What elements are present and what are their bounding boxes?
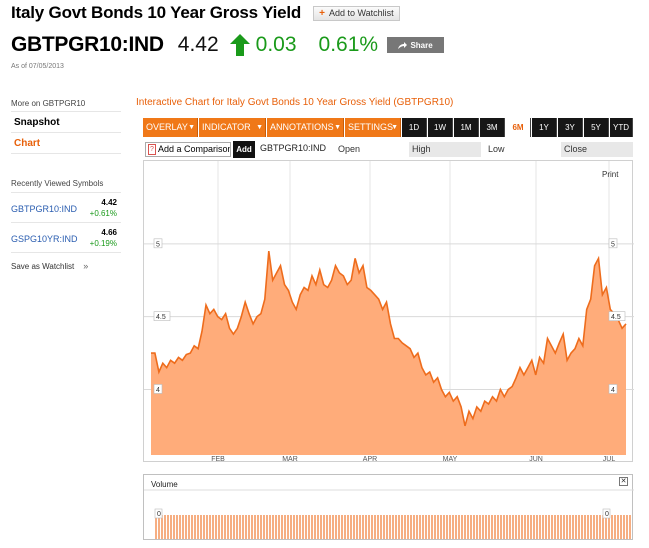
double-chevron-right-icon: » — [83, 261, 89, 271]
range-1w-button[interactable]: 1W — [428, 118, 453, 137]
y-tick-box — [608, 238, 618, 249]
quote-symbol: GBTPGR10:IND — [11, 33, 164, 56]
share-icon — [398, 41, 408, 49]
sidebar-item-snapshot[interactable]: Snapshot — [11, 111, 121, 132]
quote-row: GBTPGR10:IND 4.42 0.03 0.61% Share — [11, 32, 445, 58]
recent-symbol-change: +0.61% — [89, 209, 117, 218]
overlay-menu[interactable]: OVERLAY ▼ — [143, 118, 198, 137]
share-button[interactable]: Share — [387, 37, 445, 53]
ohlc-close: Close — [561, 142, 633, 157]
compare-input[interactable]: ? Add a Comparison — [145, 142, 231, 157]
title-row: Italy Govt Bonds 10 Year Gross Yield + Ad… — [11, 2, 400, 24]
recent-symbol-link[interactable]: GSPG10YR:IND — [11, 234, 78, 244]
settings-menu[interactable]: SETTINGS ▼ — [345, 118, 401, 137]
settings-menu-label: SETTINGS — [348, 122, 394, 132]
y-tick-box — [153, 384, 163, 394]
price-chart[interactable]: 4 4 4.5 4.5 5 5 FEB MAR APR MAY JUN JUL — [144, 161, 634, 463]
ohlc-open: Open — [338, 144, 361, 154]
range-3m-button[interactable]: 3M — [480, 118, 505, 137]
volume-tick-label: 0 — [157, 511, 161, 518]
ohlc-symbol: GBTPGR10:IND — [260, 143, 327, 153]
dropdown-triangle-icon: ▼ — [188, 124, 195, 131]
range-6m-button[interactable]: 6M — [506, 118, 531, 137]
y-tick-label: 4.5 — [156, 314, 166, 321]
range-5y-button[interactable]: 5Y — [584, 118, 609, 137]
range-1y-button[interactable]: 1Y — [532, 118, 557, 137]
range-ytd-button[interactable]: YTD — [610, 118, 633, 137]
print-link[interactable]: Print — [602, 170, 619, 179]
annotations-menu-label: ANNOTATIONS — [270, 122, 334, 132]
y-tick-label: 4.5 — [611, 314, 621, 321]
share-label: Share — [410, 40, 433, 50]
volume-label: Volume — [151, 480, 178, 489]
recent-symbol-price: 4.66 — [101, 228, 117, 237]
chart-toolbar: OVERLAY ▼ INDICATOR ▼ ANNOTATIONS ▼ SETTING… — [143, 118, 633, 137]
ohlc-row: ? Add a Comparison Add GBTPGR10:IND Open … — [143, 141, 633, 158]
recent-symbol-price: 4.42 — [101, 198, 117, 207]
ohlc-high: High — [409, 142, 481, 157]
recent-symbol-row[interactable]: GSPG10YR:IND 4.66 +0.19% — [11, 223, 121, 253]
as-of-date: As of 07/05/2013 — [11, 63, 64, 70]
sidebar-divider — [11, 153, 121, 154]
ohlc-low: Low — [488, 144, 505, 154]
save-as-watchlist-link[interactable]: Save as Watchlist » — [11, 261, 121, 271]
quote-change: 0.03 — [255, 33, 297, 56]
quote-price: 4.42 — [177, 33, 219, 56]
x-tick-label: MAY — [443, 456, 458, 463]
sidebar-item-chart[interactable]: Chart — [11, 132, 121, 153]
overlay-menu-label: OVERLAY — [146, 122, 188, 132]
dropdown-triangle-icon: ▼ — [334, 124, 341, 131]
y-tick-box — [153, 238, 163, 249]
y-tick-label: 4 — [611, 387, 615, 394]
up-arrow-icon — [229, 34, 250, 56]
dropdown-triangle-icon: ▼ — [391, 124, 398, 131]
recent-symbol-change: +0.19% — [89, 239, 117, 248]
plus-icon: + — [319, 7, 325, 19]
volume-tick-label: 0 — [605, 511, 609, 518]
volume-tick-box — [602, 508, 611, 519]
chart-title: Interactive Chart for Italy Govt Bonds 1… — [136, 97, 454, 108]
sidebar-more-on: More on GBTPGR10 — [11, 99, 86, 108]
x-tick-label: JUL — [603, 456, 616, 463]
chart-area[interactable]: 4 4 4.5 4.5 5 5 FEB MAR APR MAY JUN JUL — [143, 160, 634, 463]
x-tick-label: MAR — [282, 456, 298, 463]
quote-percent-change: 0.61% — [318, 33, 379, 56]
close-icon[interactable]: ✕ — [619, 477, 628, 486]
recent-symbol-link[interactable]: GBTPGR10:IND — [11, 204, 78, 214]
y-tick-box — [608, 384, 618, 394]
y-tick-label: 5 — [611, 241, 615, 248]
price-series-line[interactable] — [151, 250, 627, 427]
help-icon: ? — [148, 144, 156, 155]
indicator-menu[interactable]: INDICATOR ▼ — [199, 118, 266, 137]
recently-viewed-heading: Recently Viewed Symbols — [11, 179, 121, 193]
recent-symbol-row[interactable]: GBTPGR10:IND 4.42 +0.61% — [11, 193, 121, 223]
range-3y-button[interactable]: 3Y — [558, 118, 583, 137]
range-1d-button[interactable]: 1D — [402, 118, 427, 137]
x-tick-label: APR — [363, 456, 377, 463]
dropdown-triangle-icon: ▼ — [256, 124, 263, 131]
annotations-menu[interactable]: ANNOTATIONS ▼ — [267, 118, 344, 137]
volume-tick-box — [154, 508, 163, 519]
y-tick-label: 5 — [156, 241, 160, 248]
x-tick-label: JUN — [529, 456, 543, 463]
sidebar: More on GBTPGR10 Snapshot Chart Recently… — [11, 99, 121, 271]
add-comparison-button[interactable]: Add — [233, 141, 255, 158]
range-1m-button[interactable]: 1M — [454, 118, 479, 137]
page-title: Italy Govt Bonds 10 Year Gross Yield — [11, 3, 302, 22]
y-tick-box — [608, 311, 626, 321]
add-to-watchlist-label: Add to Watchlist — [328, 8, 394, 18]
y-tick-box — [153, 311, 171, 321]
y-tick-label: 4 — [156, 387, 160, 394]
compare-placeholder: Add a Comparison — [158, 144, 231, 154]
save-as-watchlist-label: Save as Watchlist — [11, 261, 75, 271]
price-area-fill — [151, 251, 626, 455]
indicator-menu-label: INDICATOR — [202, 122, 251, 132]
x-tick-label: FEB — [211, 456, 225, 463]
add-to-watchlist-button[interactable]: + Add to Watchlist — [313, 5, 400, 21]
